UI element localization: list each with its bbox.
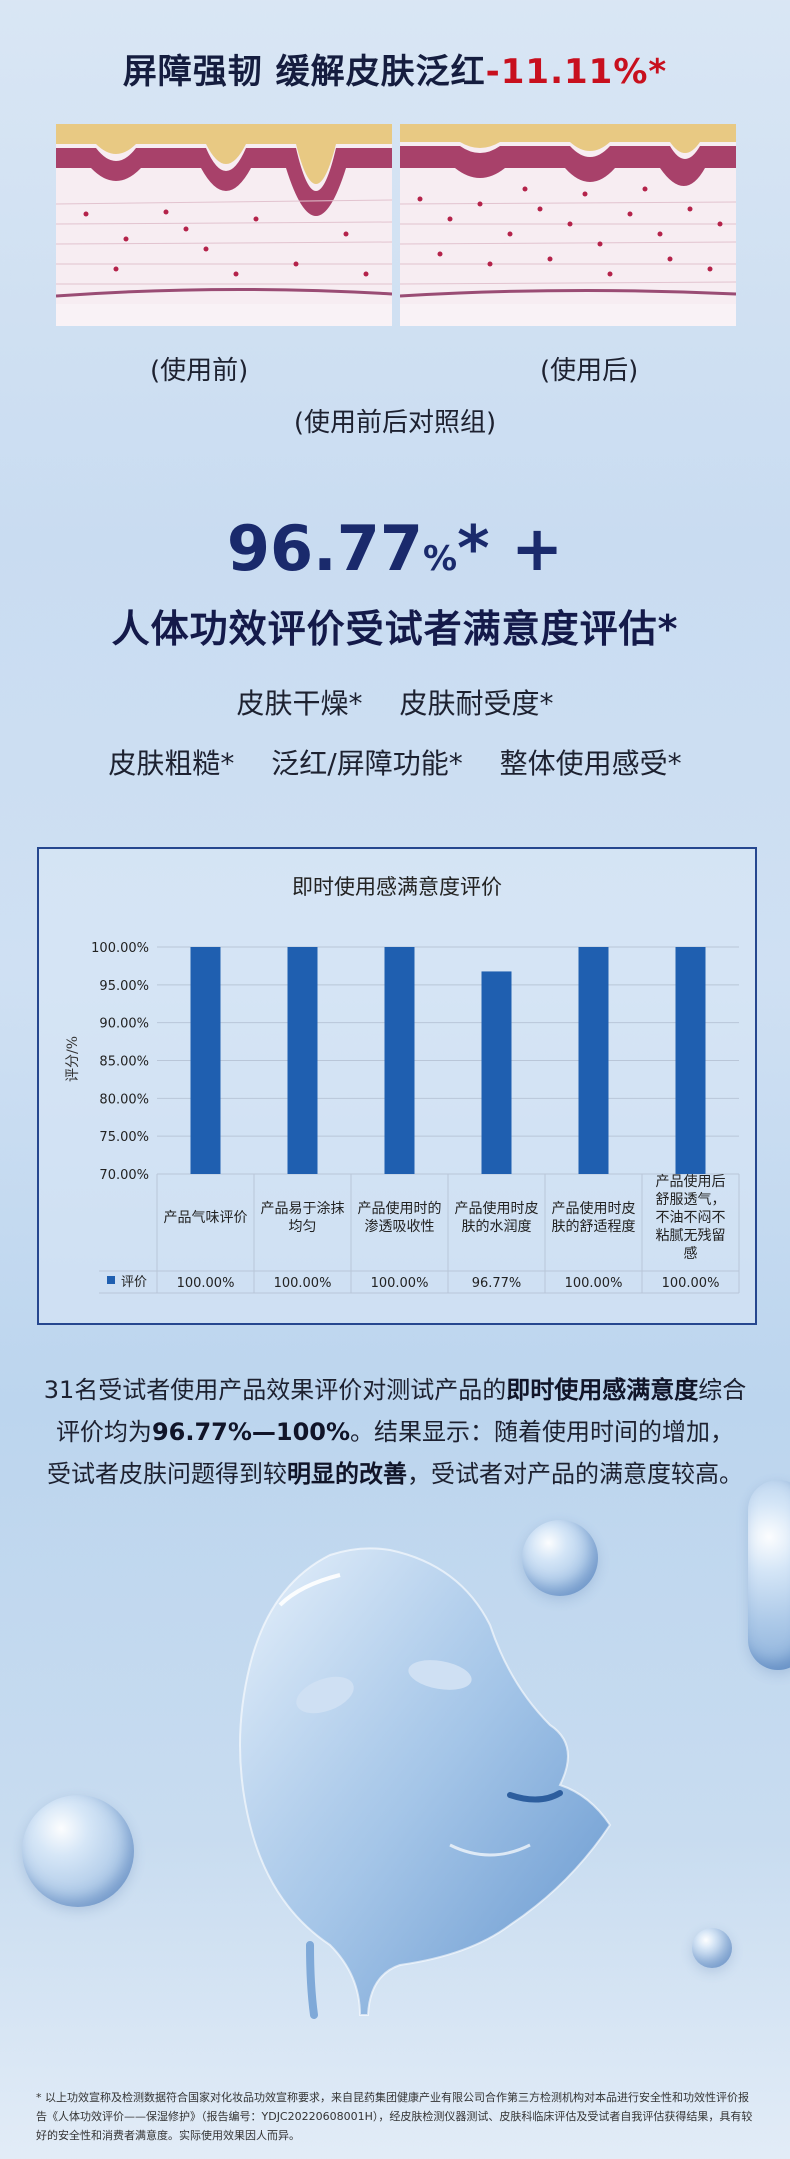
tag-item: 皮肤粗糙* xyxy=(108,747,235,780)
headline-main: 屏障强韧 缓解皮肤泛红 xyxy=(122,52,486,92)
y-axis-label: 评分/% xyxy=(65,1036,81,1082)
bar xyxy=(384,947,415,1174)
summary-line-2: 评价均为96.77%—100%。结果显示：随着使用时间的增加， xyxy=(20,1412,770,1447)
summary-text: 综合 xyxy=(698,1376,747,1404)
summary-emphasis: 96.77%—100% xyxy=(151,1418,351,1446)
tag-item: 整体使用感受* xyxy=(499,747,682,780)
x-category-label: 产品易于涂抹均匀 xyxy=(261,1201,345,1235)
bar xyxy=(578,947,609,1174)
data-label: 100.00% xyxy=(177,1276,235,1291)
satisfaction-title: 人体功效评价受试者满意度评估* xyxy=(111,607,679,651)
y-tick-label: 95.00% xyxy=(99,979,149,994)
data-label: 100.00% xyxy=(274,1276,332,1291)
y-tick-label: 100.00% xyxy=(91,941,149,956)
before-label: (使用前) xyxy=(150,356,249,386)
data-label: 100.00% xyxy=(565,1276,623,1291)
water-bubble-icon xyxy=(22,1795,134,1907)
satisfaction-percent: 96.77%* + xyxy=(0,512,790,585)
summary-emphasis: 即时使用感满意度 xyxy=(506,1376,699,1404)
summary-line-1: 31名受试者使用产品效果评价对测试产品的即时使用感满意度综合 xyxy=(20,1370,770,1405)
y-tick-label: 90.00% xyxy=(99,1017,149,1032)
skin-cross-section-before-icon xyxy=(56,124,392,326)
water-bubble-icon xyxy=(522,1520,598,1596)
data-label: 96.77% xyxy=(472,1276,522,1291)
data-label: 100.00% xyxy=(371,1276,429,1291)
data-label: 100.00% xyxy=(662,1276,720,1291)
summary-text: 受试者皮肤问题得到较 xyxy=(47,1460,287,1488)
bar xyxy=(287,947,318,1174)
y-tick-label: 75.00% xyxy=(99,1130,149,1145)
satisfaction-percent-suffix: * + xyxy=(457,512,564,585)
after-label: (使用后) xyxy=(540,356,639,386)
summary-text: 31名受试者使用产品效果评价对测试产品的 xyxy=(43,1376,507,1404)
tag-item: 泛红/屏障功能* xyxy=(271,747,463,780)
summary-emphasis: 明显的改善 xyxy=(287,1460,407,1488)
headline-highlight: -11.11%* xyxy=(485,52,668,92)
satisfaction-percent-number: 96.77 xyxy=(226,512,424,585)
y-tick-label: 70.00% xyxy=(99,1168,149,1183)
summary-text: 。结果显示：随着使用时间的增加， xyxy=(350,1418,735,1446)
bar xyxy=(481,971,512,1174)
satisfaction-percent-sign: % xyxy=(423,539,458,579)
tag-item: 皮肤干燥* xyxy=(236,687,363,720)
x-category-label: 产品使用时皮肤的水润度 xyxy=(455,1200,539,1235)
bar xyxy=(675,947,706,1174)
x-category-label: 产品使用时的渗透吸收性 xyxy=(358,1200,442,1235)
x-category-label: 产品气味评价 xyxy=(164,1210,248,1226)
legend-swatch xyxy=(107,1276,115,1284)
transparent-face-mask-icon xyxy=(210,1545,630,2025)
tags-row-2: 皮肤粗糙* 泛红/屏障功能* 整体使用感受* xyxy=(0,742,790,782)
y-tick-label: 80.00% xyxy=(99,1092,149,1107)
chart-canvas: 即时使用感满意度评价 100.00% 95.00% 90.00% 85.00% 80.00… xyxy=(65,875,740,1294)
satisfaction-chart: 即时使用感满意度评价 100.00% 95.00% 90.00% 85.00% 80.00… xyxy=(37,847,757,1325)
summary-text: ，受试者对产品的满意度较高。 xyxy=(407,1460,743,1488)
legend-label: 评价 xyxy=(121,1275,147,1290)
bar xyxy=(190,947,221,1174)
summary-text: 评价均为 xyxy=(55,1418,152,1446)
footnote: * 以上功效宣称及检测数据符合国家对化妆品功效宣称要求，来自昆药集团健康产业有限… xyxy=(36,2091,753,2142)
control-group-label: (使用前后对照组) xyxy=(293,408,497,438)
tags-row-1: 皮肤干燥* 皮肤耐受度* xyxy=(0,682,790,722)
water-bubble-icon xyxy=(748,1480,790,1670)
summary-line-3: 受试者皮肤问题得到较明显的改善，受试者对产品的满意度较高。 xyxy=(20,1454,770,1489)
tag-item: 皮肤耐受度* xyxy=(399,687,554,720)
x-category-label: 产品使用后舒服透气，不油不闷不粘腻无残留感 xyxy=(656,1173,726,1262)
skin-cross-section-after-icon xyxy=(400,124,736,326)
x-category-label: 产品使用时皮肤的舒适程度 xyxy=(552,1200,636,1235)
chart-title: 即时使用感满意度评价 xyxy=(292,875,502,899)
y-tick-label: 85.00% xyxy=(99,1055,149,1070)
water-bubble-icon xyxy=(692,1928,732,1968)
headline: 屏障强韧 缓解皮肤泛红-11.11%* xyxy=(0,44,790,93)
